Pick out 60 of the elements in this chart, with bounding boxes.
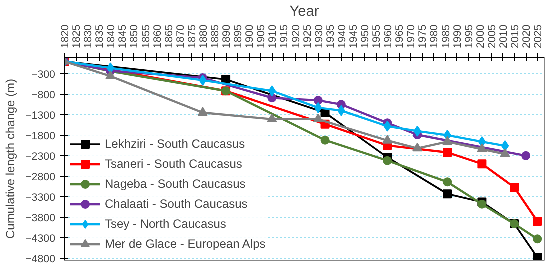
- x-tick-label: 1930: [313, 24, 326, 48]
- x-tick-label: 2020: [521, 24, 534, 48]
- legend-label: Lekhziri - South Caucasus: [105, 137, 246, 151]
- x-tick-label: 2015: [510, 24, 522, 48]
- x-tick-label: 1965: [394, 24, 406, 48]
- x-tick-label: 1845: [117, 24, 130, 48]
- x-tick-label: 1945: [348, 24, 360, 48]
- x-tick-label: 2025: [532, 24, 545, 48]
- x-tick-label: 1985: [440, 24, 452, 48]
- x-tick-label: 1850: [128, 24, 141, 48]
- x-tick-label: 2010: [498, 24, 510, 48]
- x-tick-label: 1935: [324, 24, 337, 48]
- x-tick-label: 1995: [463, 24, 476, 48]
- x-tick-label: 2005: [486, 24, 498, 48]
- x-tick-label: 1990: [452, 24, 464, 48]
- legend-label: Chalaati - South Caucasus: [105, 197, 248, 211]
- x-tick-label: 1980: [428, 24, 441, 48]
- y-tick-label: −3300: [26, 192, 56, 204]
- x-tick-label: 1820: [60, 24, 72, 48]
- x-tick-label: 1875: [186, 24, 198, 48]
- x-tick-label: 1955: [371, 24, 384, 48]
- x-tick-label: 1905: [256, 24, 268, 48]
- x-tick-label: 1865: [163, 24, 176, 48]
- y-tick-label: −1300: [26, 110, 56, 122]
- x-tick-label: 1825: [71, 24, 84, 48]
- x-tick-label: 1915: [278, 24, 291, 48]
- x-tick-label: 1830: [82, 24, 95, 48]
- y-tick-label: −4800: [26, 253, 56, 266]
- y-tick-label: −1800: [26, 130, 56, 142]
- x-tick-label: 1840: [106, 24, 118, 48]
- x-tick-label: 1895: [232, 24, 245, 48]
- x-tick-label: 1860: [152, 24, 164, 48]
- x-tick-label: 1910: [267, 24, 280, 48]
- legend-label: Mer de Glace - European Alps: [105, 237, 266, 251]
- x-tick-label: 1870: [174, 24, 187, 48]
- x-tick-label: 1890: [221, 24, 234, 48]
- x-tick-label: 1880: [198, 24, 210, 48]
- x-tick-label: 1940: [336, 24, 348, 48]
- y-tick-label: −300: [31, 68, 56, 81]
- x-tick-label: 1920: [290, 24, 302, 48]
- legend-label: Nageba - South Caucasus: [105, 177, 246, 191]
- legend-label: Tsaneri - South Caucasus: [105, 157, 242, 171]
- x-axis-title: Year: [290, 4, 320, 20]
- y-tick-label: −2800: [26, 171, 56, 184]
- x-tick-label: 1960: [382, 24, 395, 48]
- y-tick-label: −800: [31, 89, 56, 102]
- x-tick-label: 1855: [140, 24, 152, 48]
- x-tick-label: 1900: [244, 24, 256, 48]
- x-tick-label: 1975: [417, 24, 430, 48]
- x-tick-label: 1970: [406, 24, 418, 48]
- y-tick-label: −4300: [26, 232, 56, 245]
- y-axis-title: Cumulative length change (m): [4, 78, 18, 240]
- x-tick-label: 2000: [474, 24, 487, 48]
- x-tick-label: 1835: [94, 24, 106, 48]
- x-tick-label: 1950: [360, 24, 372, 48]
- y-tick-label: −3800: [26, 212, 56, 224]
- x-tick-label: 1925: [302, 24, 314, 48]
- x-tick-label: 1885: [210, 24, 222, 48]
- y-tick-label: −2300: [26, 150, 56, 163]
- legend-label: Tsey - North Caucasus: [105, 217, 226, 231]
